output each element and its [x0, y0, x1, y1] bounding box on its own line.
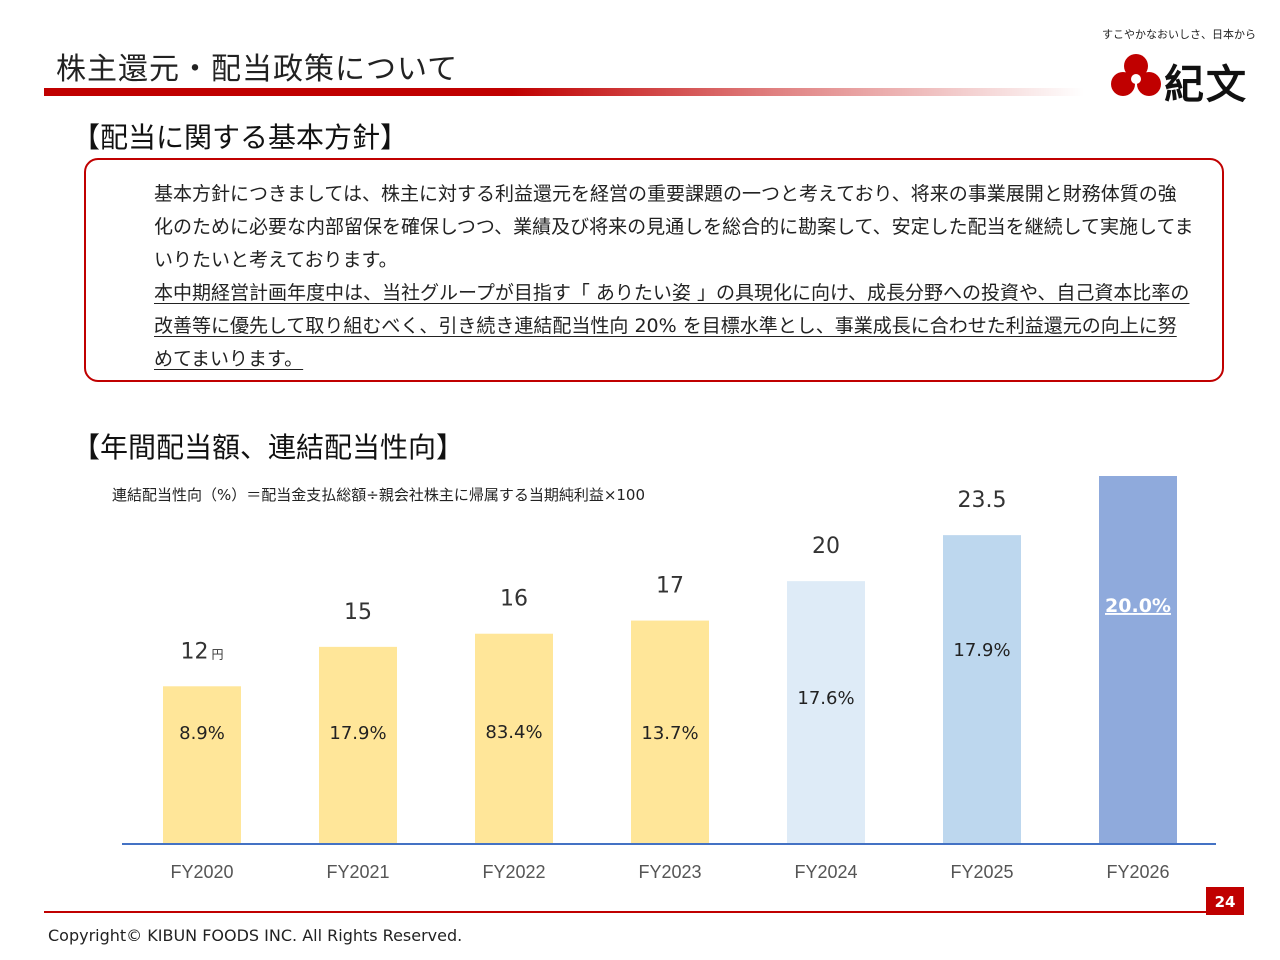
payout-formula-note: 連結配当性向（%）＝配当金支払総額÷親会社株主に帰属する当期純利益×100	[112, 486, 646, 504]
logo-brand-name: 紀文	[1164, 62, 1248, 108]
payout-ratio-label-fy2026: 20.0%	[1105, 595, 1171, 617]
payout-ratio-label-fy2024: 17.6%	[797, 688, 854, 709]
value-label-fy2020: 12 円	[180, 639, 223, 664]
bar-fy2020	[163, 686, 241, 844]
company-logo: すこやかなおいしさ、日本から 紀文	[1100, 26, 1260, 108]
footer-rule	[44, 911, 1224, 913]
logo-flower-icon	[1111, 54, 1161, 96]
payout-ratio-label-fy2022: 83.4%	[485, 722, 542, 743]
category-label-fy2022: FY2022	[482, 862, 545, 882]
bar-fy2021	[319, 646, 397, 844]
value-label-fy2022: 16	[500, 587, 528, 612]
payout-ratio-label-fy2025: 17.9%	[953, 640, 1010, 661]
title-underline	[44, 88, 1084, 96]
bar-fy2025	[943, 535, 1021, 844]
logo-tagline: すこやかなおいしさ、日本から	[1102, 28, 1256, 41]
bar-fy2023	[631, 620, 709, 844]
category-label-fy2026: FY2026	[1106, 862, 1169, 882]
copyright: Copyright© KIBUN FOODS INC. All Rights R…	[48, 926, 463, 945]
chart-heading: 【年間配当額、連結配当性向】	[72, 431, 465, 464]
bar-fy2026	[1099, 476, 1177, 844]
policy-box	[84, 158, 1224, 382]
category-label-fy2024: FY2024	[794, 862, 857, 882]
page-title: 株主還元・配当政策について	[56, 52, 459, 87]
payout-ratio-label-fy2020: 8.9%	[179, 723, 225, 744]
value-label-fy2025: 23.5	[958, 488, 1007, 513]
category-label-fy2021: FY2021	[326, 862, 389, 882]
policy-paragraph-2: 本中期経営計画年度中は、当社グループが目指す「 ありたい姿 」の具現化に向け、成…	[154, 282, 1190, 370]
bar-fy2022	[475, 633, 553, 844]
policy-heading: 【配当に関する基本方針】	[72, 121, 409, 154]
policy-text: 基本方針につきましては、株主に対する利益還元を経営の重要課題の一つと考えており、…	[134, 178, 1194, 376]
payout-ratio-label-fy2023: 13.7%	[641, 723, 698, 744]
value-label-fy2023: 17	[656, 574, 684, 599]
page-number: 24	[1206, 887, 1244, 915]
payout-ratio-label-fy2021: 17.9%	[329, 723, 386, 744]
bar-fy2024	[787, 581, 865, 844]
policy-paragraph-1: 基本方針につきましては、株主に対する利益還元を経営の重要課題の一つと考えており、…	[154, 183, 1194, 271]
category-label-fy2023: FY2023	[638, 862, 701, 882]
category-label-fy2020: FY2020	[170, 862, 233, 882]
value-label-fy2021: 15	[344, 600, 372, 625]
value-label-fy2024: 20	[812, 534, 840, 559]
category-label-fy2025: FY2025	[950, 862, 1013, 882]
